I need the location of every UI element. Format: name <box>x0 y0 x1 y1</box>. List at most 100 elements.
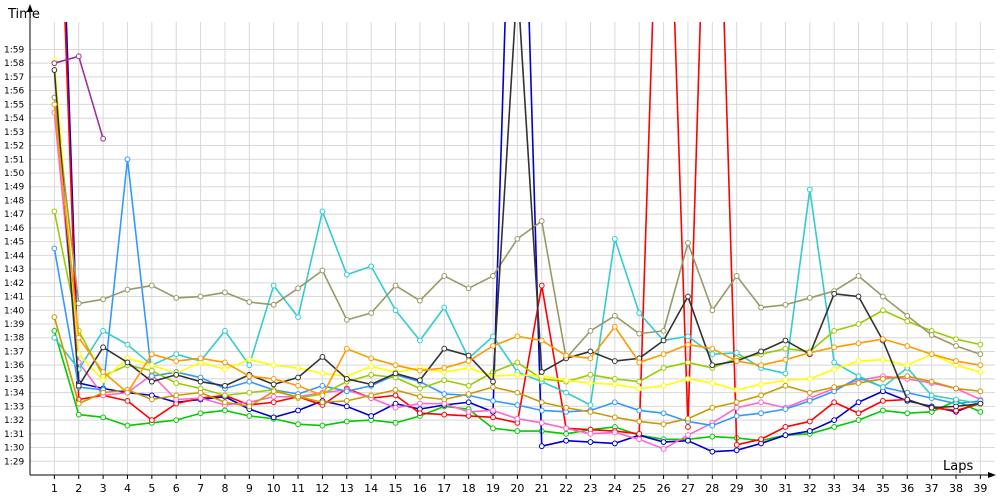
data-point <box>538 419 545 426</box>
data-point <box>222 327 228 334</box>
data-point <box>831 366 838 373</box>
data-point <box>222 359 228 366</box>
data-point <box>416 337 423 344</box>
data-point <box>490 343 496 349</box>
data-point <box>368 413 375 419</box>
data-point <box>538 218 545 224</box>
x-tick-label: 30 <box>754 482 768 495</box>
y-tick-label: 1:42 <box>4 279 24 289</box>
data-point <box>514 402 521 408</box>
data-point <box>636 418 643 425</box>
data-point <box>514 371 521 378</box>
y-tick-label: 1:37 <box>4 347 24 357</box>
data-point <box>51 327 58 334</box>
data-point <box>490 333 496 340</box>
data-point <box>563 430 570 437</box>
series-group <box>51 22 984 455</box>
data-point <box>295 285 301 292</box>
data-point <box>465 391 472 397</box>
data-point <box>733 386 740 393</box>
x-tick-label: 1 <box>51 482 58 495</box>
x-tick-label: 16 <box>413 482 427 495</box>
data-point <box>758 381 764 388</box>
y-tick-label: 1:44 <box>4 251 24 261</box>
x-tick-label: 34 <box>852 482 866 495</box>
data-point <box>855 380 862 386</box>
data-point <box>490 384 496 391</box>
data-point <box>709 448 716 455</box>
data-point <box>514 415 521 422</box>
data-point <box>928 378 935 385</box>
data-point <box>928 351 935 358</box>
data-point <box>441 411 448 418</box>
data-point <box>75 400 82 407</box>
data-point <box>709 362 716 369</box>
data-point <box>685 333 691 340</box>
data-point <box>855 340 862 347</box>
data-point <box>124 389 131 396</box>
data-point <box>246 403 253 410</box>
y-tick-label: 1:43 <box>4 265 24 275</box>
data-point <box>953 336 959 343</box>
data-point <box>880 407 886 414</box>
data-point <box>148 373 155 380</box>
data-point <box>295 314 301 321</box>
data-point <box>563 389 570 396</box>
data-point <box>75 382 82 389</box>
data-point <box>709 422 716 429</box>
data-point <box>51 334 58 341</box>
x-tick-label: 13 <box>340 482 354 495</box>
x-tick-label: 6 <box>173 482 180 495</box>
y-tick-label: 1:49 <box>4 183 24 193</box>
x-tick-label: 24 <box>608 482 622 495</box>
data-point <box>880 336 886 343</box>
x-tick-label: 20 <box>510 482 524 495</box>
data-point <box>124 422 131 429</box>
data-point <box>343 418 350 425</box>
y-tick-label: 1:30 <box>4 444 24 454</box>
data-point <box>660 382 667 389</box>
x-tick-label: 25 <box>632 482 646 495</box>
y-tick-label: 1:36 <box>4 361 24 371</box>
data-point <box>928 332 935 338</box>
data-point <box>685 293 691 300</box>
data-point <box>124 286 131 293</box>
data-point <box>660 446 667 452</box>
data-point <box>782 356 789 363</box>
x-tick-label: 35 <box>876 482 890 495</box>
data-point <box>855 293 862 300</box>
data-point <box>319 370 326 377</box>
data-point <box>587 371 594 378</box>
data-point <box>392 370 399 377</box>
data-point <box>831 417 838 423</box>
data-point <box>880 307 886 314</box>
data-point <box>953 343 959 349</box>
data-point <box>904 312 911 319</box>
data-point <box>75 300 82 307</box>
data-point <box>246 362 253 369</box>
data-point <box>173 380 180 386</box>
data-point <box>490 378 496 385</box>
x-tick-label: 23 <box>583 482 597 495</box>
grid <box>30 22 995 475</box>
data-point <box>51 314 58 321</box>
x-tick-label: 8 <box>221 482 228 495</box>
y-tick-label: 1:46 <box>4 224 24 234</box>
data-point <box>100 414 107 421</box>
data-point <box>782 370 789 377</box>
data-point <box>904 343 911 349</box>
data-point <box>709 433 716 440</box>
data-point <box>806 376 813 382</box>
data-point <box>148 378 155 385</box>
data-point <box>465 399 472 406</box>
data-point <box>782 345 789 352</box>
y-tick-label: 1:31 <box>4 430 24 440</box>
data-point <box>733 413 740 419</box>
x-tick-label: 21 <box>535 482 549 495</box>
data-point <box>977 388 984 395</box>
data-point <box>880 384 886 391</box>
data-point <box>246 373 253 380</box>
x-axis-arrow <box>988 472 996 478</box>
data-point <box>465 365 472 371</box>
y-tick-label: 1:58 <box>4 59 24 69</box>
